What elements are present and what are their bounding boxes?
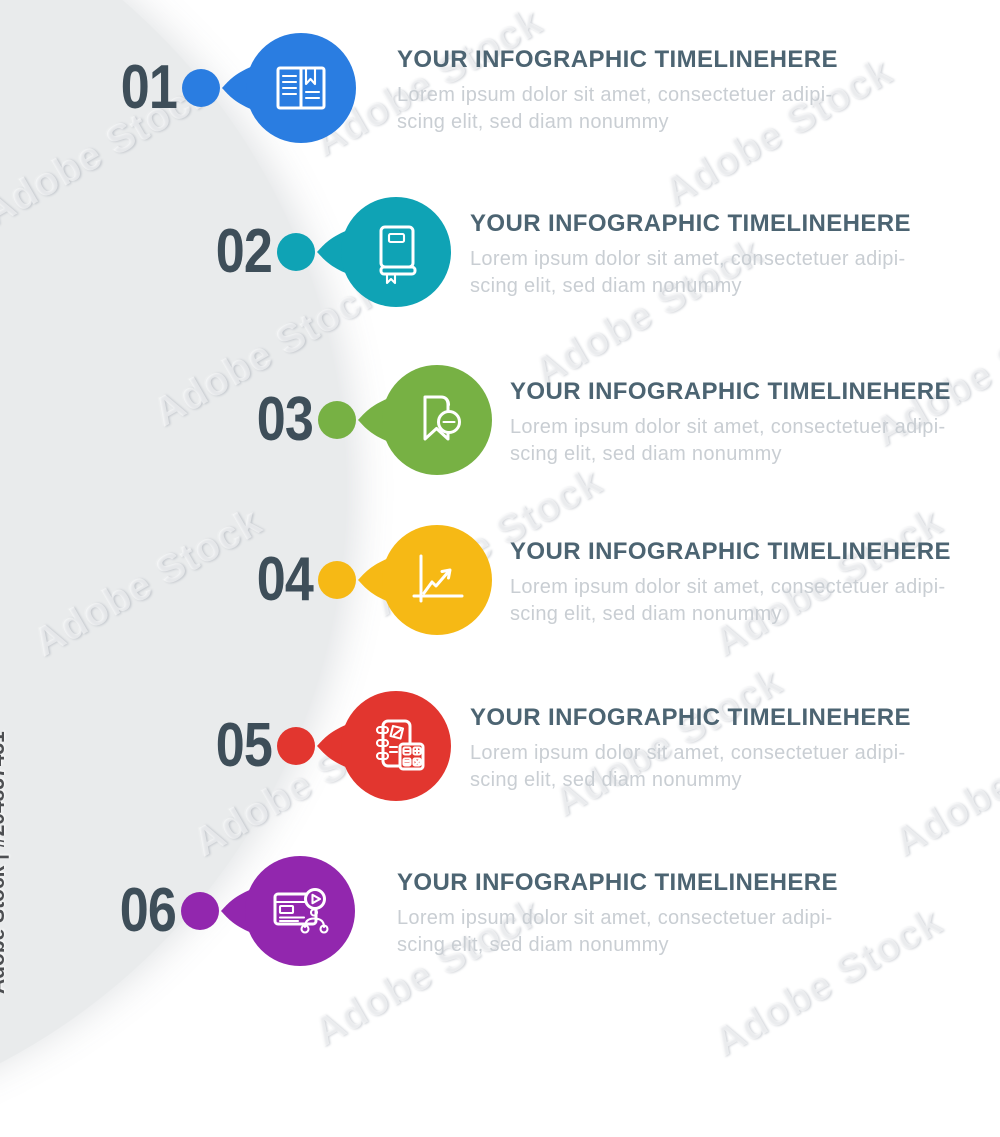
- step-description-line: Lorem ipsum dolor sit amet, consectetuer…: [510, 416, 946, 438]
- step-marker: [182, 33, 356, 143]
- step-marker: [318, 525, 492, 635]
- step-description-line: Lorem ipsum dolor sit amet, consectetuer…: [397, 84, 833, 106]
- step-title: YOUR INFOGRAPHIC TIMELINEHERE: [397, 869, 838, 896]
- step-number: 05: [215, 711, 273, 780]
- bubble-tail: [221, 889, 252, 933]
- bubble-tail: [222, 66, 253, 110]
- step-text: YOUR INFOGRAPHIC TIMELINEHERE Lorem ipsu…: [397, 46, 897, 136]
- open-book-icon: [276, 66, 326, 110]
- stock-credit-watermark: Adobe Stock | #204857451: [0, 731, 9, 994]
- step-title: YOUR INFOGRAPHIC TIMELINEHERE: [510, 538, 951, 565]
- line-chart-icon: [412, 554, 464, 603]
- bubble-tail: [317, 724, 348, 768]
- bubble-tail: [358, 558, 389, 602]
- step-description-line: Lorem ipsum dolor sit amet, consectetuer…: [470, 742, 906, 764]
- timeline-dot: [182, 69, 220, 107]
- speech-bubble: [382, 525, 492, 635]
- step-description-line: scing elit, sed diam nonummy: [510, 603, 782, 625]
- step-description-line: scing elit, sed diam nonummy: [397, 934, 669, 956]
- step-title: YOUR INFOGRAPHIC TIMELINEHERE: [470, 704, 911, 731]
- timeline-dot: [318, 401, 356, 439]
- step-marker: [277, 691, 451, 801]
- step-text: YOUR INFOGRAPHIC TIMELINEHERE Lorem ipsu…: [470, 704, 970, 794]
- step-description-line: Lorem ipsum dolor sit amet, consectetuer…: [510, 576, 946, 598]
- bookmark-minus-icon: [423, 395, 461, 441]
- step-description-line: scing elit, sed diam nonummy: [470, 275, 742, 297]
- step-title: YOUR INFOGRAPHIC TIMELINEHERE: [510, 378, 951, 405]
- step-number: 02: [215, 217, 273, 286]
- step-text: YOUR INFOGRAPHIC TIMELINEHERE Lorem ipsu…: [470, 210, 970, 300]
- step-number: 03: [256, 385, 314, 454]
- step-marker: [318, 365, 492, 475]
- step-description-line: scing elit, sed diam nonummy: [510, 443, 782, 465]
- step-description-line: scing elit, sed diam nonummy: [397, 111, 669, 133]
- step-text: YOUR INFOGRAPHIC TIMELINEHERE Lorem ipsu…: [510, 538, 1000, 628]
- timeline-dot: [181, 892, 219, 930]
- speech-bubble: [341, 197, 451, 307]
- step-text: YOUR INFOGRAPHIC TIMELINEHERE Lorem ipsu…: [510, 378, 1000, 468]
- step-title: YOUR INFOGRAPHIC TIMELINEHERE: [397, 46, 838, 73]
- timeline-dot: [277, 233, 315, 271]
- step-text: YOUR INFOGRAPHIC TIMELINEHERE Lorem ipsu…: [397, 869, 897, 959]
- step-number: 01: [120, 53, 178, 122]
- speech-bubble: [382, 365, 492, 475]
- timeline-dot: [318, 561, 356, 599]
- speech-bubble: [245, 856, 355, 966]
- step-number: 06: [119, 876, 177, 945]
- step-description-line: Lorem ipsum dolor sit amet, consectetuer…: [397, 907, 833, 929]
- notebook-calculator-icon: [375, 719, 425, 771]
- bubble-tail: [358, 398, 389, 442]
- step-description-line: scing elit, sed diam nonummy: [470, 769, 742, 791]
- step-title: YOUR INFOGRAPHIC TIMELINEHERE: [470, 210, 911, 237]
- step-marker: [181, 856, 355, 966]
- step-marker: [277, 197, 451, 307]
- step-number: 04: [256, 545, 314, 614]
- step-description-line: Lorem ipsum dolor sit amet, consectetuer…: [470, 248, 906, 270]
- video-presentation-icon: [273, 888, 329, 934]
- book-icon: [379, 225, 417, 285]
- bubble-tail: [317, 230, 348, 274]
- timeline-dot: [277, 727, 315, 765]
